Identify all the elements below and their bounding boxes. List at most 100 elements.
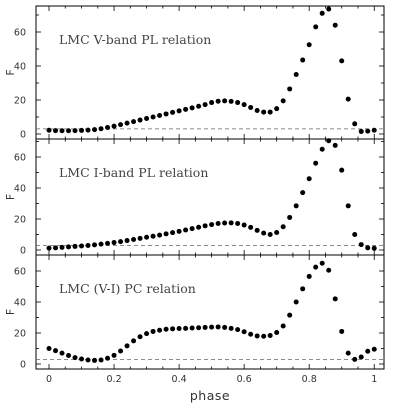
data-point: [235, 327, 241, 333]
data-point: [235, 220, 241, 226]
data-point: [248, 104, 254, 110]
data-point: [85, 127, 91, 133]
data-point: [92, 357, 98, 363]
data-point: [326, 6, 332, 12]
data-point: [215, 220, 221, 226]
data-point: [131, 119, 137, 125]
data-point: [287, 214, 293, 220]
y-tick-label: 0: [20, 130, 26, 141]
data-point: [137, 334, 143, 340]
x-tick-label: 0: [46, 374, 52, 385]
data-point: [319, 10, 325, 16]
data-point: [228, 98, 234, 104]
data-point: [202, 324, 208, 330]
data-point: [287, 312, 293, 318]
y-tick-label: 60: [14, 28, 26, 39]
data-point: [79, 243, 85, 249]
data-point: [144, 234, 150, 240]
data-point: [267, 332, 273, 338]
data-point: [92, 127, 98, 133]
data-point: [72, 355, 78, 361]
data-point: [300, 190, 306, 196]
data-point: [170, 326, 176, 332]
data-point: [313, 24, 319, 30]
data-point: [98, 357, 104, 363]
data-point: [254, 108, 260, 114]
data-point: [92, 242, 98, 248]
data-point: [209, 222, 215, 228]
data-point: [332, 296, 338, 302]
data-point: [280, 323, 286, 329]
y-axis-label: F: [4, 194, 17, 200]
y-tick-label: 20: [14, 215, 26, 226]
data-point: [261, 333, 267, 339]
data-point: [66, 244, 72, 250]
panel-frame: [35, 254, 385, 370]
data-point: [131, 338, 137, 344]
data-point: [228, 220, 234, 226]
data-point: [111, 240, 117, 246]
data-point: [144, 331, 150, 337]
data-point: [345, 96, 351, 102]
data-point: [85, 357, 91, 363]
data-point: [72, 128, 78, 134]
data-point: [293, 299, 299, 305]
data-point: [53, 245, 59, 251]
data-point: [267, 109, 273, 115]
data-point: [371, 127, 377, 133]
data-point: [189, 325, 195, 331]
data-point: [98, 241, 104, 247]
data-point: [157, 232, 163, 238]
data-point: [79, 356, 85, 362]
data-point: [176, 228, 182, 234]
data-point: [339, 167, 345, 173]
data-point: [53, 348, 59, 354]
data-point: [293, 203, 299, 209]
panel-1: 0 20 40 60 F LMC V-band PL relation: [4, 5, 385, 141]
y-tick-label: 40: [14, 62, 26, 73]
y-tick-label: 60: [14, 153, 26, 164]
y-axis-label: F: [4, 69, 17, 75]
data-point: [124, 238, 130, 244]
data-point: [196, 103, 202, 109]
data-point: [274, 330, 280, 336]
y-tick-label: 0: [20, 360, 26, 371]
y-axis-label: F: [4, 309, 17, 315]
data-point: [345, 203, 351, 209]
data-point: [209, 100, 215, 106]
data-point: [59, 350, 65, 356]
data-point: [358, 354, 364, 360]
y-tick-label: 60: [14, 267, 26, 278]
data-point: [176, 108, 182, 114]
data-point: [326, 267, 332, 273]
data-point: [345, 350, 351, 356]
data-point: [215, 98, 221, 104]
data-point: [300, 57, 306, 63]
data-point: [46, 127, 52, 133]
data-point: [293, 72, 299, 77]
data-point: [261, 109, 267, 115]
data-point: [280, 98, 286, 104]
x-tick-label: 0.4: [172, 374, 187, 385]
data-point: [365, 128, 371, 134]
data-point: [131, 236, 137, 242]
y-tick-label: 0: [20, 246, 26, 257]
data-point: [79, 127, 85, 133]
panel-frame: [35, 138, 385, 256]
panel-title: LMC V-band PL relation: [59, 32, 211, 47]
data-point: [352, 121, 358, 127]
data-point: [189, 226, 195, 232]
data-point: [215, 324, 221, 330]
data-point: [319, 146, 325, 152]
data-point: [66, 352, 72, 358]
data-point: [241, 329, 247, 335]
y-tick-label: 40: [14, 298, 26, 309]
data-point: [59, 244, 65, 250]
data-point: [176, 326, 182, 332]
data-point: [163, 111, 169, 117]
data-point: [170, 230, 176, 236]
data-point: [111, 123, 117, 129]
data-point: [157, 327, 163, 333]
